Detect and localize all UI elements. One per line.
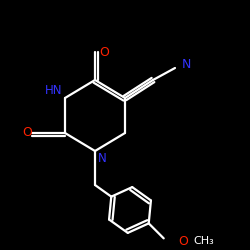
Text: N: N xyxy=(182,58,192,71)
Text: O: O xyxy=(22,126,32,138)
Text: O: O xyxy=(179,235,188,248)
Text: N: N xyxy=(98,152,107,166)
Text: O: O xyxy=(99,46,109,60)
Text: HN: HN xyxy=(44,84,62,98)
Text: CH₃: CH₃ xyxy=(194,236,214,246)
